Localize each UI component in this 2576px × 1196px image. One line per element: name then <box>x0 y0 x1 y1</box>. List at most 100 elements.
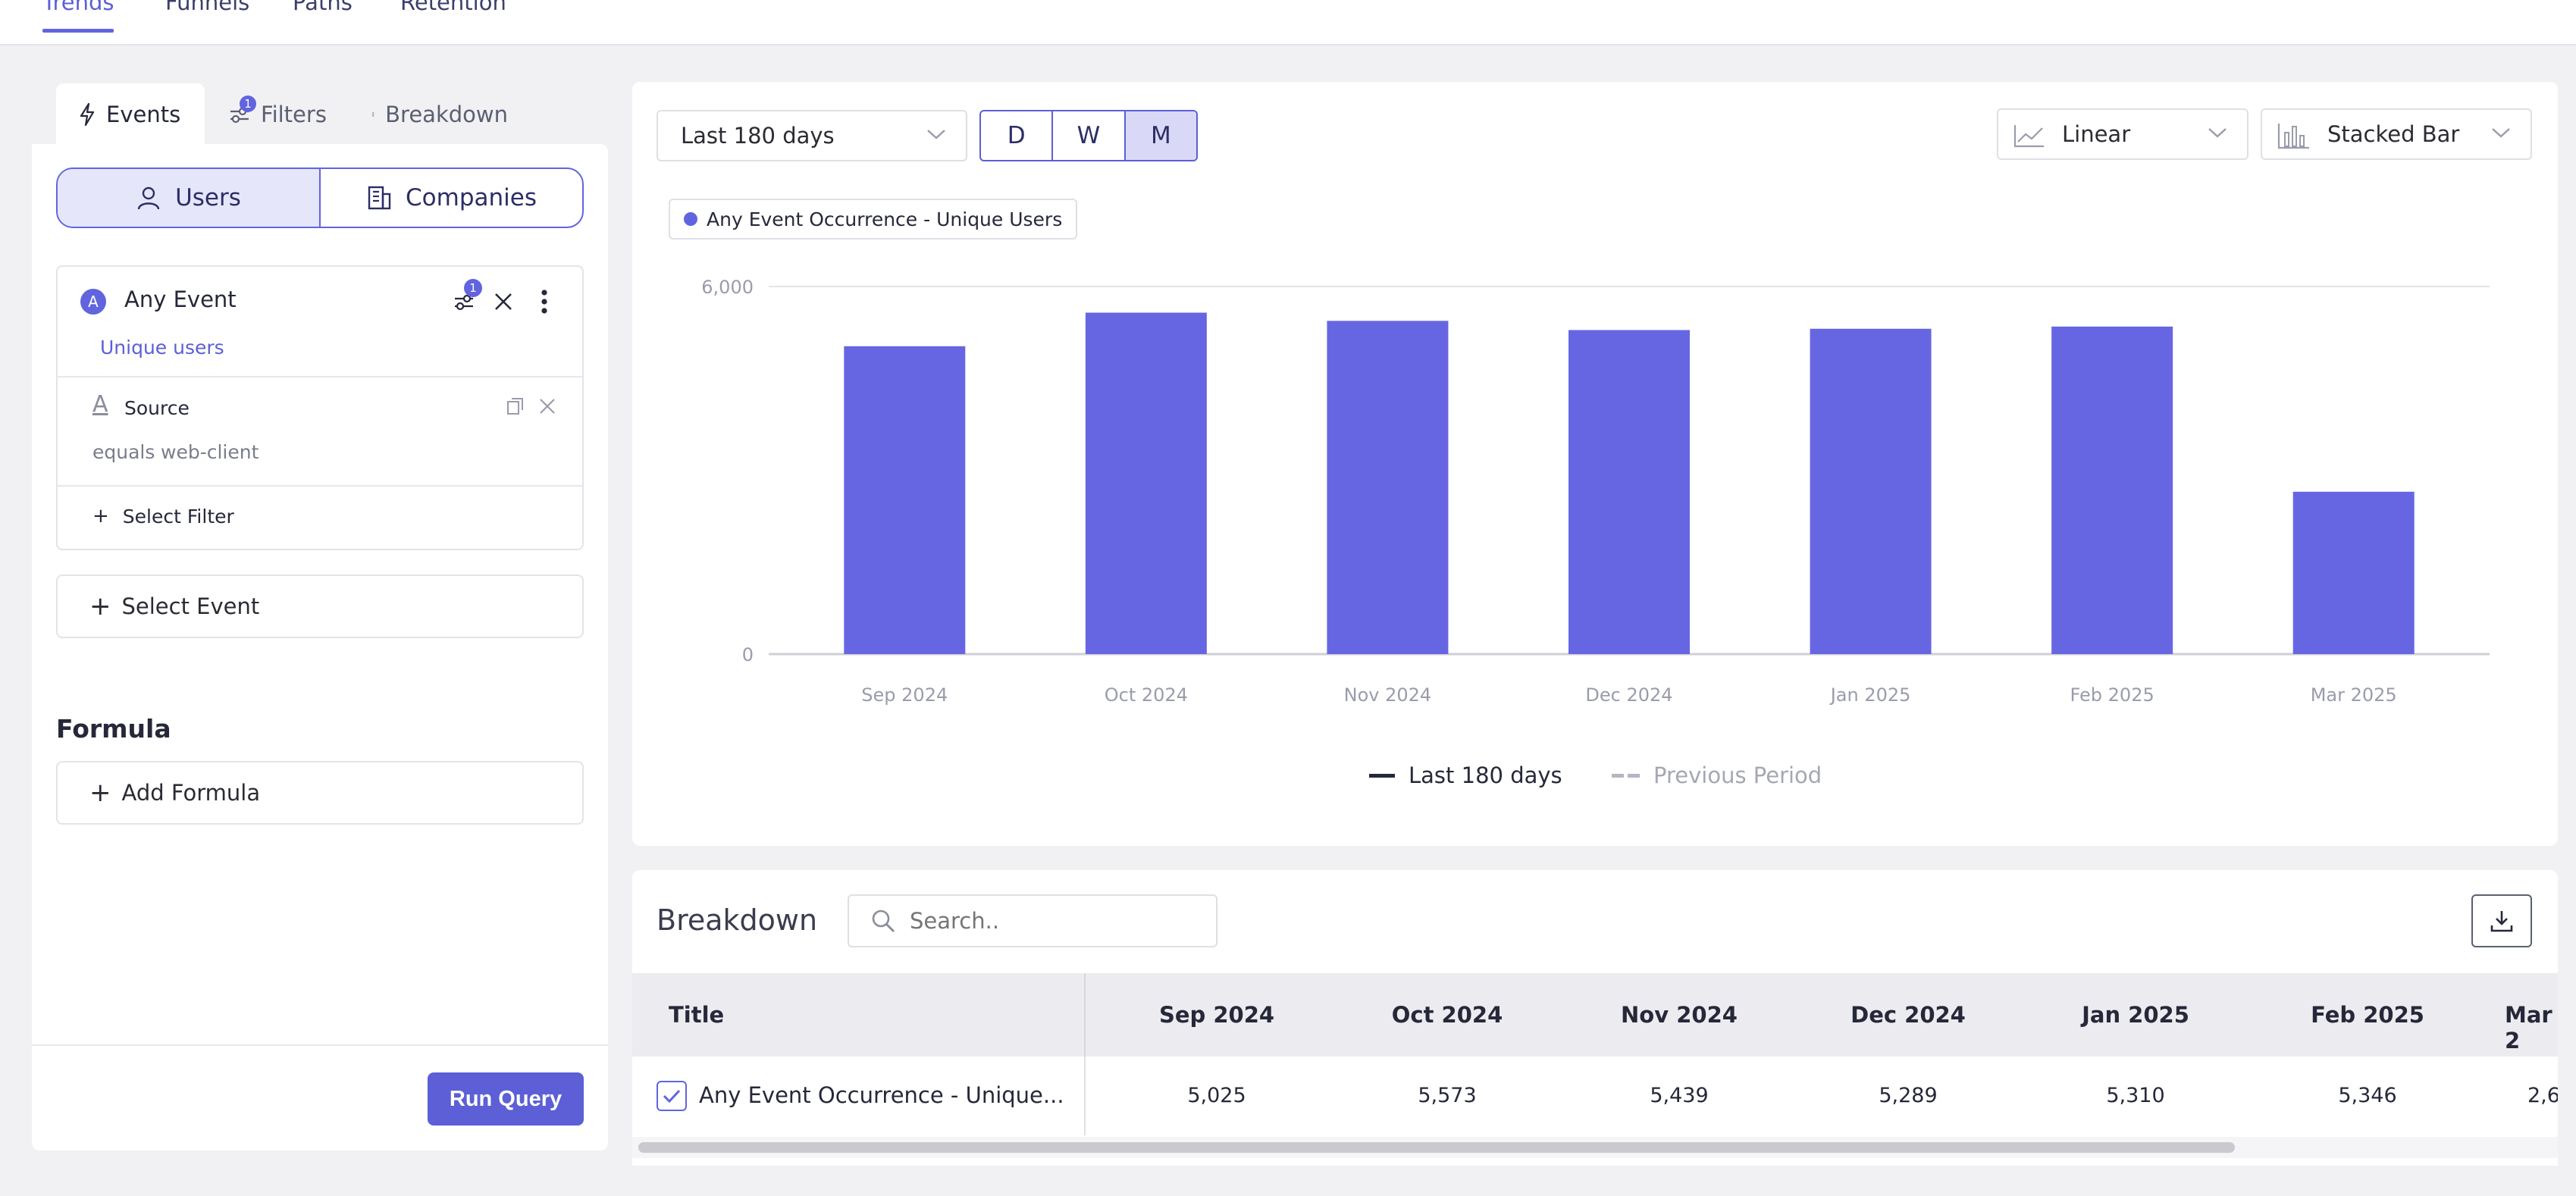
nav-tab-label: Trends <box>42 0 114 15</box>
more-vertical-icon <box>541 290 547 314</box>
bar[interactable] <box>1085 312 1207 654</box>
breakdown-search[interactable] <box>848 894 1217 947</box>
breakdown-panel: Breakdown Title Sep 2024 Oct 2024 Nov 20… <box>632 870 2558 1166</box>
add-formula-button[interactable]: + Add Formula <box>56 761 584 825</box>
event-letter-badge: A <box>80 289 106 315</box>
x-tick-label: Jan 2025 <box>1829 684 1911 706</box>
companies-toggle[interactable]: Companies <box>321 169 582 227</box>
filter-operator[interactable]: equals <box>92 441 155 463</box>
date-range-select[interactable]: Last 180 days <box>657 110 967 161</box>
divider <box>58 376 582 377</box>
y-tick-label: 6,000 <box>701 277 754 298</box>
scale-value: Linear <box>2062 121 2131 147</box>
column-header[interactable]: Nov 2024 <box>1621 1002 1738 1028</box>
select-event-button[interactable]: + Select Event <box>56 575 584 638</box>
chevron-down-icon <box>927 130 945 139</box>
entity-toggle: Users Companies <box>56 168 584 228</box>
y-tick-label: 0 <box>742 644 754 665</box>
run-query-button[interactable]: Run Query <box>428 1072 584 1126</box>
download-button[interactable] <box>2471 894 2532 947</box>
table-cell: 5,310 <box>2106 1084 2165 1107</box>
plus-icon: + <box>89 591 111 621</box>
nav-tab-label: Paths <box>293 0 353 15</box>
users-label: Users <box>175 184 241 211</box>
table-cell: 5,025 <box>1187 1084 1246 1107</box>
column-header[interactable]: Dec 2024 <box>1851 1002 1966 1028</box>
x-tick-label: Mar 2025 <box>2311 684 2397 706</box>
nav-tab-funnels[interactable]: Funnels <box>165 0 249 15</box>
nav-tab-label: Funnels <box>165 0 250 15</box>
bar[interactable] <box>844 346 966 654</box>
table-cell: 2,6 <box>2527 1084 2558 1107</box>
tab-label: Events <box>106 102 181 127</box>
scale-select[interactable]: Linear <box>1997 108 2249 160</box>
row-title: Any Event Occurrence - Unique... <box>699 1082 1064 1108</box>
add-formula-label: Add Formula <box>121 780 261 806</box>
companies-label: Companies <box>406 184 537 211</box>
select-event-label: Select Event <box>121 593 260 619</box>
column-header[interactable]: Sep 2024 <box>1158 1002 1275 1028</box>
filter-value[interactable]: web-client <box>161 441 259 463</box>
event-measure[interactable]: Unique users <box>100 337 224 358</box>
row-checkbox[interactable] <box>657 1081 687 1111</box>
split-icon <box>371 111 374 117</box>
bar[interactable] <box>1810 328 1932 654</box>
series-legend-label: Any Event Occurrence - Unique Users <box>707 208 1063 230</box>
sliders-icon: 1 <box>229 95 256 126</box>
series-legend-chip[interactable]: Any Event Occurrence - Unique Users <box>669 199 1078 240</box>
users-toggle[interactable]: Users <box>58 169 321 227</box>
legend-current-period[interactable]: Last 180 days <box>1369 762 1562 788</box>
event-name[interactable]: Any Event <box>124 286 237 312</box>
check-icon <box>663 1089 681 1104</box>
scrollbar-thumb[interactable] <box>638 1142 2235 1153</box>
nav-tab-paths[interactable]: Paths <box>293 0 353 15</box>
bar-chart: 6,000 0 Sep 2024 Oct 2024 Nov 2024 Dec 2024 Ja… <box>701 277 2490 706</box>
search-input[interactable] <box>910 908 1198 934</box>
bar[interactable] <box>2292 491 2415 654</box>
filter-count-badge: 1 <box>240 95 256 112</box>
line-chart-icon <box>2013 125 2044 148</box>
duplicate-filter-button[interactable] <box>502 393 529 420</box>
column-header-title[interactable]: Title <box>669 1002 725 1028</box>
granularity-week[interactable]: W <box>1053 111 1126 160</box>
granularity-day[interactable]: D <box>981 111 1054 160</box>
remove-filter-button[interactable] <box>534 393 561 420</box>
nav-tab-label: Retention <box>400 0 506 15</box>
column-divider <box>1084 1057 1086 1135</box>
building-icon <box>368 186 391 210</box>
event-more-button[interactable] <box>529 286 559 317</box>
granularity-month[interactable]: M <box>1125 111 1196 160</box>
bar[interactable] <box>1568 330 1690 654</box>
copy-icon <box>507 398 523 415</box>
nav-tab-retention[interactable]: Retention <box>400 0 506 15</box>
bolt-icon <box>80 103 95 126</box>
chart-type-select[interactable]: Stacked Bar <box>2261 108 2532 160</box>
table-row[interactable]: Any Event Occurrence - Unique... 5,025 5… <box>632 1057 2558 1135</box>
remove-event-button[interactable] <box>488 286 519 317</box>
nav-tab-trends[interactable]: Trends <box>42 0 114 33</box>
column-header[interactable]: Mar 2 <box>2505 1002 2552 1054</box>
legend-previous-label: Previous Period <box>1653 762 1822 788</box>
select-filter-button[interactable]: + Select Filter <box>92 505 234 528</box>
search-icon <box>872 910 895 933</box>
legend-previous-period[interactable]: Previous Period <box>1612 762 1822 788</box>
formula-title: Formula <box>56 714 171 744</box>
tab-breakdown[interactable]: Breakdown <box>349 83 531 146</box>
legend-current-label: Last 180 days <box>1409 762 1562 788</box>
event-filter-button[interactable]: 1 <box>449 279 482 317</box>
column-header[interactable]: Feb 2025 <box>2311 1002 2424 1028</box>
bar[interactable] <box>1327 321 1449 654</box>
tab-filters[interactable]: 1 Filters <box>205 83 341 146</box>
tab-events[interactable]: Events <box>56 83 205 146</box>
close-icon <box>495 293 512 310</box>
bar[interactable] <box>2051 326 2173 654</box>
active-tab-indicator <box>42 29 114 33</box>
filter-property[interactable]: Source <box>124 397 190 419</box>
column-header[interactable]: Jan 2025 <box>2082 1002 2189 1028</box>
event-card: A Any Event Unique users 1 A Source equa… <box>56 265 584 550</box>
column-header[interactable]: Oct 2024 <box>1391 1002 1503 1028</box>
column-divider <box>1084 973 1086 1057</box>
x-tick-label: Dec 2024 <box>1585 684 1672 706</box>
granularity-toggle: D W M <box>979 110 1198 161</box>
chart-type-value: Stacked Bar <box>2327 121 2460 147</box>
